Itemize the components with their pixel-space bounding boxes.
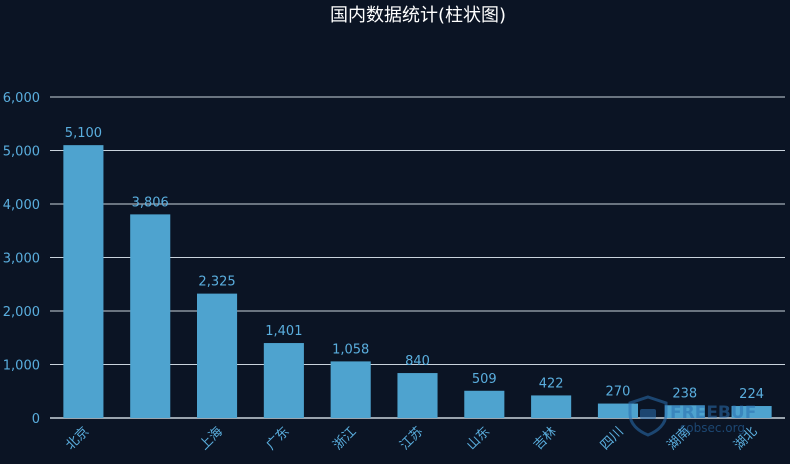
bar-value-label: 2,325 (198, 275, 235, 290)
x-axis: 北京 上海 广东 浙江 江苏 山东 吉林 四川 湖南 湖北 (63, 424, 760, 454)
shield-logo-icon (628, 395, 668, 437)
bar-value-label: 238 (672, 386, 697, 401)
bar[interactable] (330, 361, 371, 418)
bars (63, 145, 772, 418)
y-tick-label: 3,000 (3, 252, 40, 267)
bar-value-label: 1,058 (332, 342, 369, 357)
data-labels: 5,100 3,806 2,325 1,401 1,058 840 509 422 270 238… (65, 126, 764, 402)
grid-lines (50, 96, 785, 419)
x-tick-label: 四川 (598, 424, 627, 453)
y-axis: 0 1,000 2,000 3,000 4,000 5,000 6,000 (3, 91, 40, 427)
bar[interactable] (597, 403, 638, 418)
bar[interactable] (464, 390, 505, 418)
bar-value-label: 840 (405, 354, 430, 369)
bar-value-label: 3,806 (132, 195, 169, 210)
bar-value-label: 5,100 (65, 126, 102, 141)
x-tick-label: 江苏 (397, 424, 427, 454)
bar-value-label: 1,401 (265, 324, 302, 339)
x-tick-label: 北京 (63, 424, 92, 453)
bar-value-label: 270 (606, 385, 631, 400)
x-tick-label: 广东 (264, 424, 293, 453)
bar[interactable] (397, 373, 438, 418)
x-tick-label: 浙江 (331, 424, 360, 453)
bar[interactable] (664, 405, 705, 418)
watermark-text: FREEBUF (670, 403, 756, 423)
x-tick-label: 吉林 (531, 424, 560, 453)
bar[interactable] (731, 406, 772, 418)
bar[interactable] (531, 395, 572, 418)
bar-value-label: 509 (472, 372, 497, 387)
bar[interactable] (263, 343, 304, 418)
chart-title: 国内数据统计(柱状图) (330, 5, 506, 26)
watermark: FREEBUF sobsec.org (628, 395, 756, 437)
y-tick-label: 5,000 (3, 145, 40, 160)
y-tick-label: 2,000 (3, 305, 40, 320)
y-tick-label: 1,000 (3, 359, 40, 374)
y-tick-label: 6,000 (3, 91, 40, 106)
bar[interactable] (130, 214, 171, 418)
x-tick-label: 山东 (464, 424, 493, 453)
x-tick-label: 上海 (197, 424, 226, 453)
y-tick-label: 4,000 (3, 198, 40, 213)
bar[interactable] (63, 145, 104, 418)
watermark-subtext: sobsec.org (680, 421, 745, 435)
bar-value-label: 422 (539, 376, 564, 391)
bar-value-label: 224 (739, 387, 764, 402)
y-tick-label: 0 (32, 412, 40, 427)
bar[interactable] (197, 293, 238, 418)
